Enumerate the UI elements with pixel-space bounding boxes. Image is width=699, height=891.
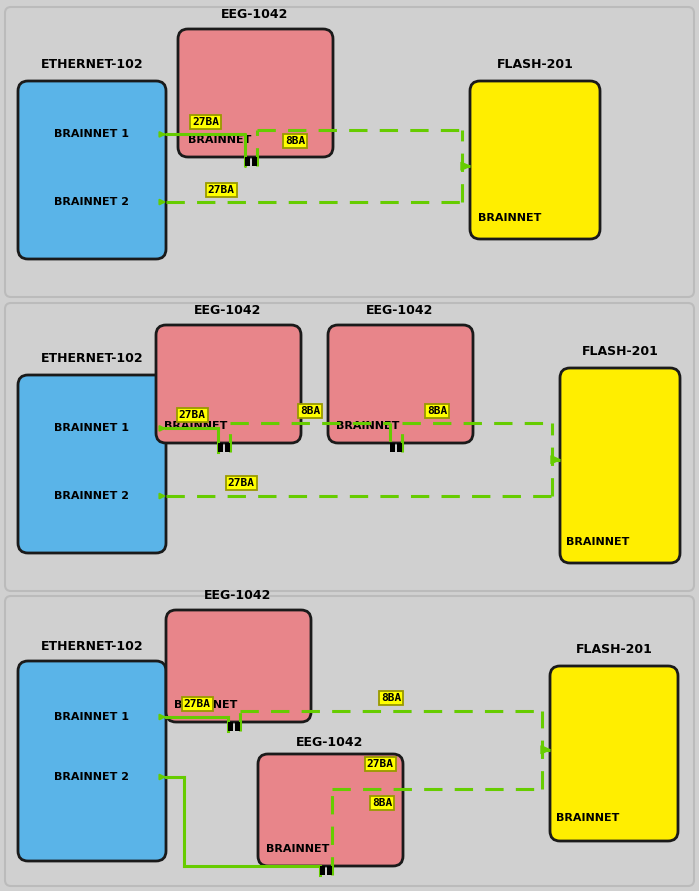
Text: FLASH-201: FLASH-201 bbox=[496, 58, 573, 71]
FancyBboxPatch shape bbox=[470, 81, 600, 239]
Text: BRAINNET: BRAINNET bbox=[174, 700, 238, 710]
FancyBboxPatch shape bbox=[550, 666, 678, 841]
Text: BRAINNET 2: BRAINNET 2 bbox=[55, 491, 129, 501]
Text: 8BA: 8BA bbox=[381, 693, 401, 703]
Text: EEG-1042: EEG-1042 bbox=[366, 304, 433, 317]
Polygon shape bbox=[551, 455, 560, 464]
FancyBboxPatch shape bbox=[560, 368, 680, 563]
FancyBboxPatch shape bbox=[18, 81, 166, 259]
FancyBboxPatch shape bbox=[178, 29, 333, 157]
Bar bbox=[225, 443, 230, 452]
Text: 8BA: 8BA bbox=[285, 136, 305, 146]
Text: BRAINNET: BRAINNET bbox=[164, 421, 227, 431]
Bar bbox=[218, 443, 223, 452]
FancyBboxPatch shape bbox=[5, 303, 694, 591]
Bar bbox=[245, 157, 250, 166]
Text: 27BA: 27BA bbox=[366, 759, 394, 769]
Text: EEG-1042: EEG-1042 bbox=[194, 304, 261, 317]
Text: ETHERNET-102: ETHERNET-102 bbox=[41, 352, 143, 365]
Bar bbox=[252, 157, 257, 166]
Text: BRAINNET 1: BRAINNET 1 bbox=[55, 129, 129, 139]
Text: FLASH-201: FLASH-201 bbox=[582, 345, 658, 358]
FancyBboxPatch shape bbox=[328, 325, 473, 443]
Text: BRAINNET 1: BRAINNET 1 bbox=[55, 712, 129, 722]
Text: EEG-1042: EEG-1042 bbox=[204, 589, 272, 602]
Text: BRAINNET 1: BRAINNET 1 bbox=[55, 423, 129, 433]
Text: BRAINNET: BRAINNET bbox=[188, 135, 252, 145]
Text: 8BA: 8BA bbox=[372, 797, 392, 807]
Text: 27BA: 27BA bbox=[178, 411, 206, 421]
Bar bbox=[320, 866, 325, 875]
Text: 8BA: 8BA bbox=[427, 406, 447, 416]
Text: 27BA: 27BA bbox=[192, 118, 219, 127]
FancyBboxPatch shape bbox=[166, 610, 311, 722]
FancyBboxPatch shape bbox=[258, 754, 403, 866]
Text: BRAINNET: BRAINNET bbox=[556, 813, 619, 823]
Text: BRAINNET: BRAINNET bbox=[336, 421, 399, 431]
Text: 27BA: 27BA bbox=[208, 185, 234, 195]
Bar bbox=[228, 722, 233, 731]
Text: ETHERNET-102: ETHERNET-102 bbox=[41, 640, 143, 653]
FancyBboxPatch shape bbox=[5, 7, 694, 297]
Text: BRAINNET: BRAINNET bbox=[566, 537, 629, 547]
Text: 8BA: 8BA bbox=[300, 406, 320, 416]
Bar bbox=[235, 722, 240, 731]
Text: BRAINNET: BRAINNET bbox=[266, 844, 329, 854]
Text: ETHERNET-102: ETHERNET-102 bbox=[41, 58, 143, 71]
Text: EEG-1042: EEG-1042 bbox=[222, 8, 289, 21]
Text: 27BA: 27BA bbox=[227, 478, 254, 488]
Bar bbox=[397, 443, 402, 452]
FancyBboxPatch shape bbox=[18, 661, 166, 861]
Polygon shape bbox=[461, 162, 470, 170]
FancyBboxPatch shape bbox=[156, 325, 301, 443]
Text: BRAINNET 2: BRAINNET 2 bbox=[55, 772, 129, 782]
Text: FLASH-201: FLASH-201 bbox=[575, 643, 652, 656]
Polygon shape bbox=[541, 746, 550, 754]
Text: 27BA: 27BA bbox=[184, 699, 210, 709]
Bar bbox=[390, 443, 395, 452]
Text: BRAINNET 2: BRAINNET 2 bbox=[55, 197, 129, 207]
Bar bbox=[327, 866, 332, 875]
FancyBboxPatch shape bbox=[18, 375, 166, 553]
Text: EEG-1042: EEG-1042 bbox=[296, 736, 363, 749]
Text: BRAINNET: BRAINNET bbox=[478, 213, 541, 223]
FancyBboxPatch shape bbox=[5, 596, 694, 886]
